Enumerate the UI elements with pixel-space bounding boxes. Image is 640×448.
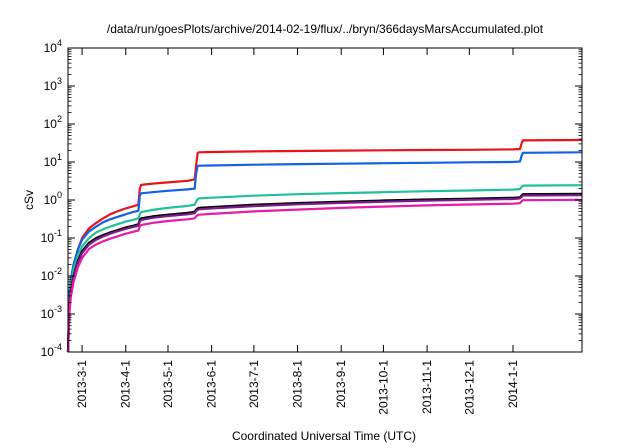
y-tick-label: 102 [44,114,62,131]
y-tick-label: 10-1 [41,228,62,245]
y-tick-label: 103 [44,76,62,93]
x-tick-label: 2013-11-1 [420,360,434,414]
y-tick-label: 104 [44,38,62,55]
x-tick-label: 2013-5-1 [161,360,175,408]
y-axis-label: cSv [22,190,36,210]
x-tick-label: 2014-1-1 [506,360,520,408]
x-axis-label: Coordinated Universal Time (UTC) [232,429,416,443]
plot-frame [67,47,583,353]
series-line-3 [66,184,583,353]
x-tick-label: 2013-4-1 [119,360,133,408]
y-tick-label: 10-3 [41,304,62,321]
y-tick-label: 101 [44,152,62,169]
x-tick-label: 2013-9-1 [334,360,348,408]
axis-layer: 10-4 10-3 10-2 10-1 100 101 102 103 104 2013-3-1 2… [41,38,582,415]
x-tick-label: 2013-6-1 [205,360,219,408]
series-line-5 [66,194,583,353]
y-tick-label: 10-4 [41,342,62,359]
series-line-6 [66,198,583,353]
x-tick-label: 2013-8-1 [291,360,305,408]
x-tick-label: 2013-7-1 [247,360,261,408]
series-line-4 [66,192,583,353]
x-tick-label: 2013-3-1 [75,360,89,408]
x-tick-label: 2013-12-1 [462,360,476,415]
series-layer [66,138,583,353]
y-tick-label: 10-2 [41,266,62,283]
chart-title: /data/run/goesPlots/archive/2014-02-19/f… [107,22,544,36]
x-tick-label: 2013-10-1 [376,360,390,415]
y-tick-label: 100 [44,190,62,207]
series-line-1 [66,138,583,353]
series-line-2 [66,151,583,353]
